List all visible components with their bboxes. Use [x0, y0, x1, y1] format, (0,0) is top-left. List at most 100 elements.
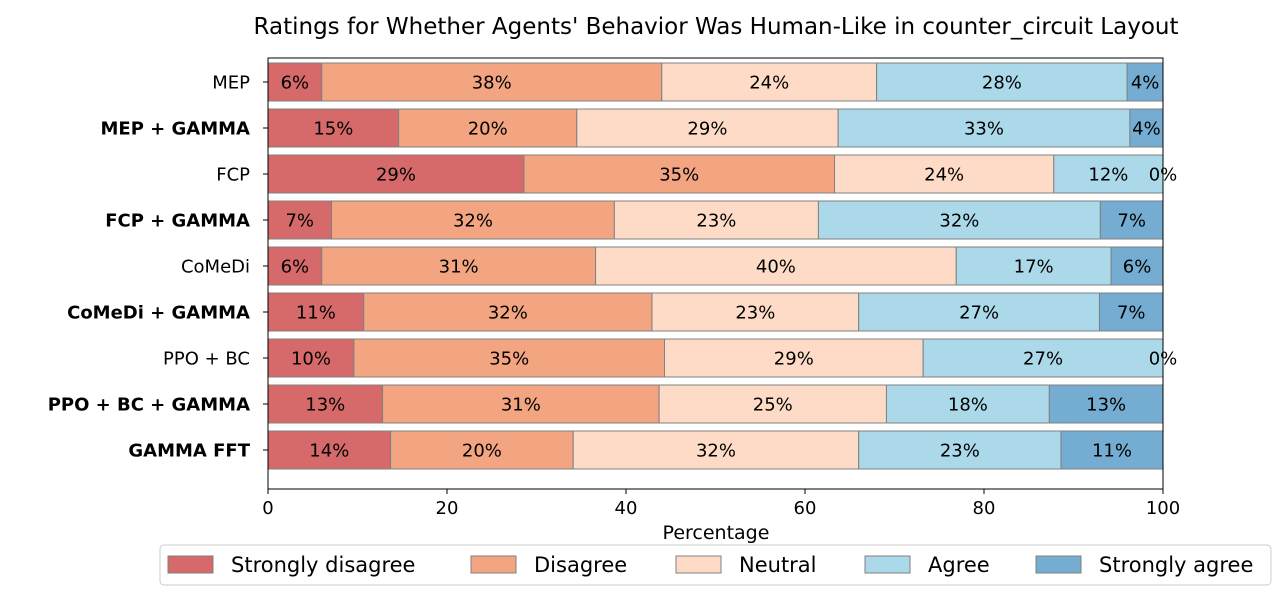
bar-value-label: 32%	[488, 303, 528, 324]
x-axis: 0 20 40 60 80 100	[262, 489, 1180, 519]
x-tick-label: 0	[262, 498, 273, 519]
bar-value-label: 40%	[756, 257, 796, 278]
y-tick-label: FCP + GAMMA	[105, 211, 250, 232]
bar-value-label: 20%	[462, 441, 502, 462]
bar-value-label: 23%	[696, 211, 736, 232]
bar-segment	[267, 338, 355, 378]
bar-segment	[267, 62, 323, 102]
bar-value-label: 7%	[1117, 211, 1146, 232]
bar-value-label: 24%	[749, 73, 789, 94]
bar-value-label: 13%	[305, 395, 345, 416]
bar-value-label: 4%	[1132, 119, 1161, 140]
bar-value-label: 23%	[940, 441, 980, 462]
bar-value-label: 33%	[964, 119, 1004, 140]
bar-value-label: 31%	[439, 257, 479, 278]
bar-segment	[267, 200, 333, 240]
x-tick-label: 60	[794, 498, 817, 519]
y-axis-labels: MEP MEP + GAMMA FCP FCP + GAMMA CoMeDi CoMeDi…	[48, 73, 268, 462]
bar-segment	[922, 338, 1164, 378]
legend-entry-label: Agree	[928, 553, 990, 577]
bar-value-label: 32%	[939, 211, 979, 232]
x-tick-label: 20	[436, 498, 459, 519]
legend-swatch	[675, 555, 722, 574]
y-tick-label: GAMMA FFT	[128, 441, 250, 462]
bar-value-label: 20%	[468, 119, 508, 140]
bar-segment	[523, 154, 836, 194]
x-tick-label: 80	[973, 498, 996, 519]
bar-segment	[663, 338, 924, 378]
y-tick-label: FCP	[216, 165, 250, 186]
bar-segment	[595, 246, 957, 286]
bar-value-label: 11%	[1092, 441, 1132, 462]
bar-segment	[837, 108, 1131, 148]
bar-segment	[1048, 384, 1164, 424]
y-tick-label: PPO + BC	[163, 349, 250, 370]
legend-entry-label: Neutral	[739, 553, 817, 577]
y-tick-label: MEP + GAMMA	[101, 119, 251, 140]
bar-segment	[353, 338, 665, 378]
bar-segment	[1126, 62, 1164, 102]
legend-swatch	[1035, 555, 1082, 574]
bar-value-label: 35%	[489, 349, 529, 370]
bar-segment	[1099, 200, 1164, 240]
x-tick-label: 100	[1146, 498, 1180, 519]
legend-entry-label: Strongly agree	[1099, 553, 1253, 577]
bar-value-label: 13%	[1086, 395, 1126, 416]
bar-segment	[1129, 108, 1164, 148]
bar-value-label: 14%	[309, 441, 349, 462]
bar-value-label: 35%	[659, 165, 699, 186]
bar-value-label: 38%	[472, 73, 512, 94]
bar-value-label: 15%	[313, 119, 353, 140]
bar-segment	[661, 62, 878, 102]
bar-segment	[267, 430, 392, 470]
bar-value-label: 11%	[296, 303, 336, 324]
bar-segment	[834, 154, 1055, 194]
plot-frame	[267, 57, 1164, 490]
bar-value-label: 17%	[1014, 257, 1054, 278]
legend-entry-label: Strongly disagree	[231, 553, 415, 577]
bar-segment	[1053, 154, 1164, 194]
bar-value-label: 29%	[687, 119, 727, 140]
bar-value-label: 29%	[376, 165, 416, 186]
legend-swatch	[167, 555, 214, 574]
bar-value-label: 29%	[774, 349, 814, 370]
bar-value-label: 32%	[453, 211, 493, 232]
bar-value-label: 24%	[924, 165, 964, 186]
bar-segment	[858, 430, 1062, 470]
bar-segment	[1098, 292, 1164, 332]
bar-segment	[1110, 246, 1164, 286]
bar-value-label: 32%	[696, 441, 736, 462]
bar-segment	[382, 384, 660, 424]
bar-value-label: 18%	[948, 395, 988, 416]
bar-value-label: 6%	[281, 257, 310, 278]
bar-value-label: 10%	[291, 349, 331, 370]
bar-segment	[390, 430, 574, 470]
bar-segment	[876, 62, 1128, 102]
legend-entry-label: Disagree	[534, 553, 627, 577]
bar-value-label: 7%	[1117, 303, 1146, 324]
bar-value-label: 27%	[1023, 349, 1063, 370]
y-tick-label: CoMeDi + GAMMA	[67, 303, 250, 324]
x-axis-label: Percentage	[663, 522, 770, 544]
bar-segment	[576, 108, 839, 148]
y-tick-label: MEP	[212, 73, 250, 94]
bar-segment	[651, 292, 860, 332]
bar-segment	[398, 108, 578, 148]
bar-value-label: 12%	[1088, 165, 1128, 186]
bar-value-label: 27%	[959, 303, 999, 324]
x-tick-label: 40	[615, 498, 638, 519]
bar-value-label: 7%	[285, 211, 314, 232]
legend: Strongly disagree Disagree Neutral Agree Str…	[159, 544, 1272, 586]
bar-segment	[321, 62, 663, 102]
bar-value-label: 28%	[982, 73, 1022, 94]
legend-swatch	[470, 555, 517, 574]
y-tick-label: PPO + BC + GAMMA	[48, 395, 250, 416]
bar-segment	[267, 292, 365, 332]
bar-value-label: 6%	[1123, 257, 1152, 278]
bar-segment	[858, 292, 1100, 332]
bar-value-label: 25%	[753, 395, 793, 416]
legend-swatch	[864, 555, 911, 574]
bar-value-label: 6%	[281, 73, 310, 94]
bar-value-label: 23%	[735, 303, 775, 324]
